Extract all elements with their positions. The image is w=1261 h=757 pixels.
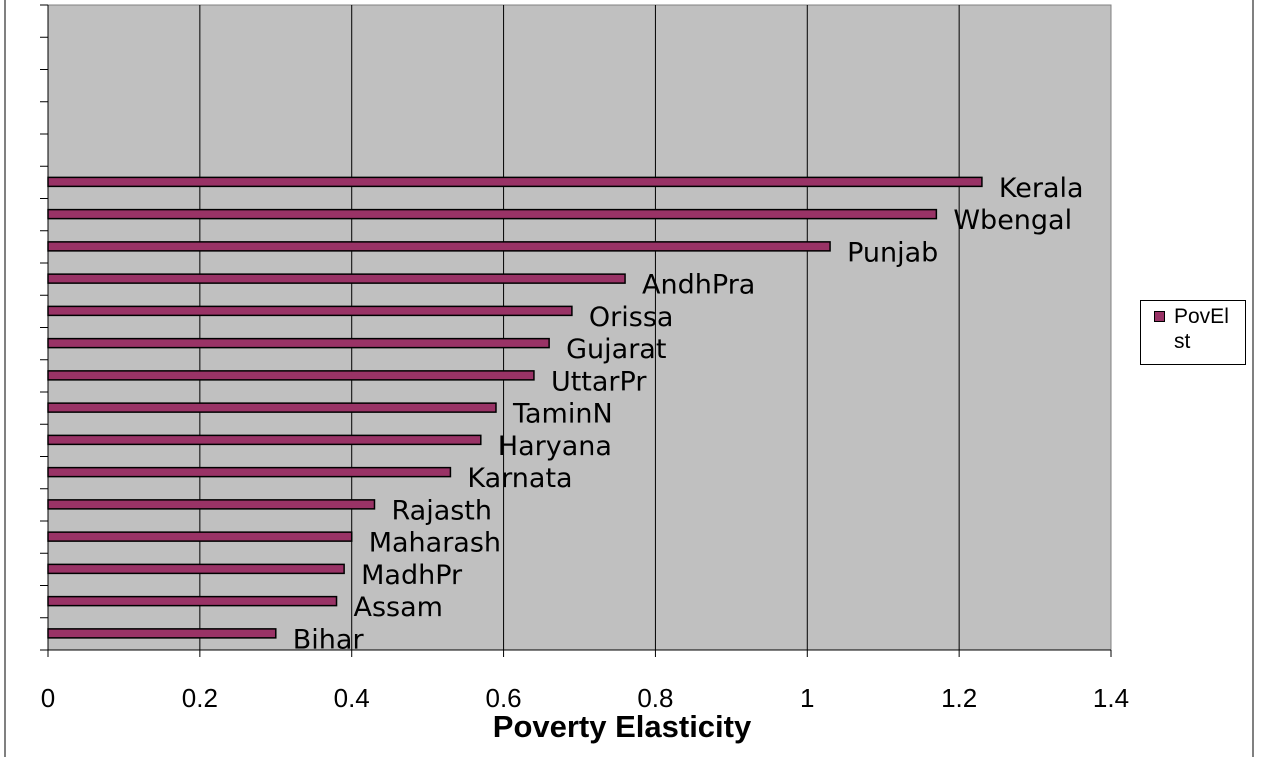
legend-label: PovElst bbox=[1174, 305, 1229, 353]
data-label: Kerala bbox=[999, 173, 1084, 204]
data-label: AndhPra bbox=[642, 270, 755, 301]
data-label: Orissa bbox=[589, 302, 674, 333]
bar bbox=[47, 402, 497, 413]
x-tick-label: 1.4 bbox=[1093, 683, 1129, 713]
legend-swatch bbox=[1154, 311, 1165, 322]
bar bbox=[47, 466, 452, 478]
data-label: Maharash bbox=[369, 528, 501, 559]
data-label: Rajasth bbox=[391, 495, 492, 526]
legend: PovElst bbox=[1140, 300, 1246, 365]
x-tick-label: 0.4 bbox=[334, 683, 370, 713]
bar bbox=[47, 434, 482, 446]
bar bbox=[47, 337, 550, 349]
bar bbox=[47, 499, 376, 510]
data-label: TaminN bbox=[512, 399, 613, 430]
bar bbox=[47, 241, 831, 252]
bar bbox=[47, 208, 938, 220]
bar bbox=[47, 628, 277, 639]
bar bbox=[47, 176, 983, 188]
bar bbox=[47, 531, 353, 542]
x-tick-label: 0.2 bbox=[182, 683, 218, 713]
x-tick-label: 0 bbox=[41, 683, 55, 713]
bar bbox=[47, 305, 573, 317]
bar bbox=[47, 563, 345, 575]
data-label: UttarPr bbox=[551, 366, 647, 397]
x-axis-title: Poverty Elasticity bbox=[493, 709, 752, 744]
bar bbox=[47, 595, 338, 607]
data-label: Assam bbox=[354, 592, 443, 623]
bar bbox=[47, 273, 626, 284]
plot-area bbox=[47, 4, 1112, 651]
bar bbox=[47, 370, 535, 381]
data-label: Bihar bbox=[293, 624, 365, 655]
x-tick-label: 1.2 bbox=[941, 683, 977, 713]
data-label: Wbengal bbox=[953, 205, 1072, 236]
data-label: Punjab bbox=[847, 237, 938, 268]
x-tick-label: 0.8 bbox=[637, 683, 673, 713]
x-tick-label: 1 bbox=[800, 683, 814, 713]
data-label: Karnata bbox=[467, 463, 572, 494]
data-label: Haryana bbox=[498, 431, 612, 462]
x-tick-label: 0.6 bbox=[485, 683, 521, 713]
data-label: MadhPr bbox=[361, 560, 463, 591]
data-label: Gujarat bbox=[566, 334, 666, 365]
